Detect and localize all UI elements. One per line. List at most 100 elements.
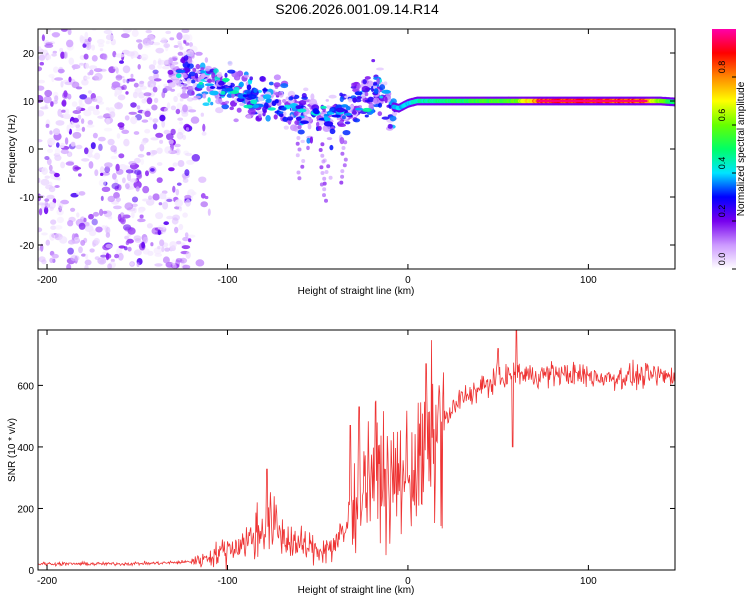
spectrogram-blob (97, 115, 105, 119)
spectrogram-blob (143, 43, 151, 48)
spectrogram-blob (57, 176, 61, 181)
spectrogram-blob (376, 78, 380, 85)
spectrogram-blob (143, 236, 149, 243)
spectrogram-blob (127, 246, 132, 252)
y-tick-label: 400 (17, 443, 34, 454)
spectrogram-blob (176, 182, 182, 186)
spectrogram-blob (296, 136, 301, 140)
spectrogram-blob (352, 97, 357, 103)
spectrogram-blob (273, 82, 281, 88)
spectrogram-blob (125, 91, 129, 95)
spectrogram-blob (171, 217, 179, 225)
spectrogram-blob (356, 83, 361, 90)
spectrogram-blob (155, 132, 164, 138)
spectrogram-blob (297, 108, 307, 113)
spectrogram-blob (49, 170, 55, 174)
spectrogram-blob (38, 208, 43, 216)
spectrogram-blob (122, 78, 126, 84)
spectrogram-blob (182, 104, 188, 113)
spectrogram-blob (188, 109, 197, 113)
spectrogram-blob (174, 199, 184, 207)
spectrogram-blob (107, 138, 115, 146)
spectrogram-blob (111, 81, 121, 89)
spectrogram-blob (153, 78, 162, 82)
spectrogram-blob (71, 81, 80, 89)
spectrogram-blob (176, 73, 182, 79)
spectrogram-blob (38, 46, 42, 51)
spectrogram-blob (156, 147, 163, 154)
spectrogram-blob (171, 259, 176, 266)
spectrogram-blob (172, 185, 176, 193)
spectrogram-blob (85, 222, 90, 227)
spectrogram-blob (116, 133, 121, 139)
spectrogram-blob (252, 104, 259, 109)
spectrogram-blob (392, 110, 398, 117)
spectrogram-blob (187, 34, 193, 42)
spectrogram-blob (88, 161, 94, 169)
spectrogram-blob (146, 40, 153, 46)
spectrogram-blob (146, 97, 153, 105)
spectrogram-blob (198, 81, 204, 85)
spectrogram-blob (66, 124, 70, 133)
spectrogram-blob (168, 82, 176, 88)
spectrogram-blob (324, 170, 329, 174)
spectrogram-blob (119, 60, 124, 64)
spectrogram-blob (109, 111, 116, 118)
spectrogram-blob (353, 118, 361, 123)
spectrogram-blob (134, 238, 142, 243)
spectrogram-blob (125, 169, 134, 174)
spectrogram-blob (153, 72, 159, 80)
spectrogram-blob (137, 153, 145, 158)
spectrogram-blob (191, 191, 197, 196)
spectrogram-blob (114, 178, 119, 184)
spectrogram-blob (249, 76, 253, 81)
spectrogram-blob (139, 214, 144, 219)
spectrogram-blob (162, 256, 170, 264)
spectrogram-blob (84, 97, 93, 105)
snr-panel: -200 -100 0 100 0 200 400 600 Height of straig… (7, 329, 676, 596)
spectrogram-blob (304, 107, 310, 115)
spectrogram-blob (191, 154, 200, 162)
spectrogram-blob (100, 195, 104, 201)
spectrogram-blob (133, 131, 140, 135)
spectrogram-blob (128, 111, 137, 115)
spectrogram-blob (67, 239, 76, 245)
spectrogram-blob (88, 213, 94, 220)
spectrogram-blob (134, 157, 141, 164)
spectrogram-blob (67, 247, 74, 255)
spectrogram-blob (278, 113, 284, 117)
spectrogram-blob (43, 95, 52, 104)
spectrogram-blob (387, 123, 393, 129)
spectrogram-blob (59, 145, 65, 149)
spectrogram-blob (137, 64, 141, 70)
spectrogram-blob (389, 115, 397, 122)
spectrogram-blob (321, 159, 326, 164)
spectrogram-blob (98, 101, 105, 105)
spectrogram-blob (105, 226, 111, 235)
spectrogram-blob (339, 96, 344, 103)
spectrogram-blob (227, 82, 231, 86)
spectrogram-blob (200, 70, 206, 74)
spectrogram-blob (220, 90, 226, 95)
spectrogram-blob (100, 254, 107, 258)
spectrogram-blob (80, 239, 86, 246)
spectrogram-blob (298, 100, 307, 106)
spectrogram-blob (77, 65, 81, 69)
spectrogram-blob (110, 145, 117, 153)
spectrogram-blob (56, 216, 64, 224)
spectrogram-blob (139, 143, 145, 152)
spectrogram-blob (295, 153, 300, 158)
spectrogram-blob (112, 173, 117, 180)
spectrogram-blob (201, 131, 207, 136)
spectrogram-blob (198, 176, 207, 183)
spectrogram-blob (368, 103, 374, 110)
spectrogram-blob (274, 91, 283, 96)
spectrogram-blob (99, 208, 104, 216)
spectrogram-blob (126, 173, 132, 182)
spectrogram-blob (352, 88, 360, 93)
spectrogram-blob (148, 76, 155, 81)
spectrogram-blob (339, 180, 344, 185)
spectrogram-blob (131, 196, 139, 203)
spectrogram-blob (195, 63, 201, 70)
snr-y-ticks: 0 200 400 600 (17, 381, 675, 577)
